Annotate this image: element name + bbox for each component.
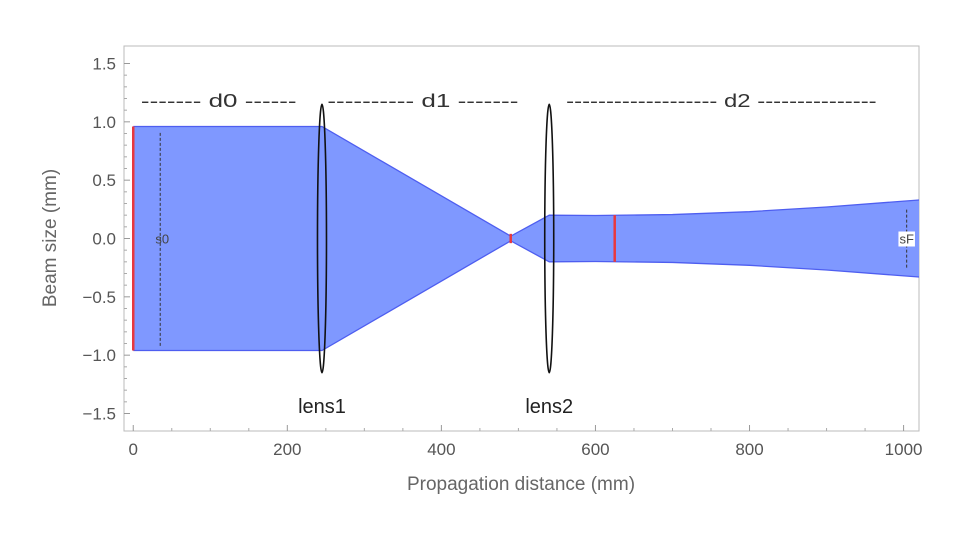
lens-2-shape [543, 103, 555, 374]
lenses: lens1 lens2 [298, 103, 573, 418]
x-tick-label-5: 1000 [885, 440, 923, 459]
beam-upper-edge [133, 125, 920, 237]
beam-area [133, 126, 919, 351]
lens-1-shape [316, 103, 328, 374]
y-axis: −1.5 −1.0 −0.5 0.0 0.5 1.0 1.5 [82, 55, 130, 424]
x-tick-label-3: 600 [581, 440, 609, 459]
y-tick-label-2: −0.5 [82, 288, 116, 307]
beam-lower-edge [133, 240, 920, 352]
y-axis-title: Beam size (mm) [40, 169, 61, 307]
distance-span-0: ------- d0 ------ [141, 91, 297, 111]
beam-envelope [133, 125, 920, 352]
x-axis: 0 200 400 600 800 1000 [129, 425, 923, 459]
y-tick-label-0: −1.5 [82, 405, 116, 424]
distance-span-2: ------------------- d2 --------------- [566, 91, 876, 111]
size-marker-label-bg-1 [898, 231, 915, 247]
x-axis-title: Propagation distance (mm) [407, 474, 635, 495]
x-tick-label-1: 200 [273, 440, 301, 459]
y-tick-label-4: 0.5 [92, 171, 116, 190]
beam-markers [131, 126, 616, 351]
x-tick-label-2: 400 [427, 440, 455, 459]
lens-1-label: lens1 [298, 396, 346, 418]
lens-2-label: lens2 [525, 396, 573, 418]
annotations: ------- d0 ------ ---------- d1 ------- --… [141, 91, 915, 346]
y-tick-label-5: 1.0 [92, 113, 116, 132]
y-tick-label-3: 0.0 [92, 230, 116, 249]
size-marker-label-0: s0 [155, 232, 169, 247]
y-tick-label-6: 1.5 [92, 55, 116, 74]
x-tick-label-0: 0 [129, 440, 138, 459]
y-tick-label-1: −1.0 [82, 346, 116, 365]
distance-span-1: ---------- d1 ------- [327, 91, 518, 111]
x-tick-label-4: 800 [735, 440, 763, 459]
size-marker-label-1: sF [899, 232, 914, 247]
